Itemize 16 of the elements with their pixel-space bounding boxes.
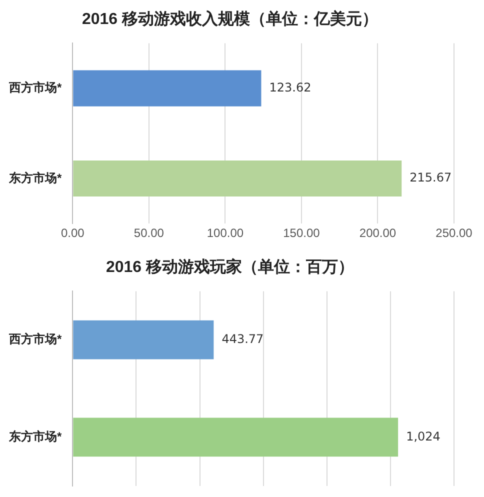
- chart-title: 2016 移动游戏玩家（单位：百万）: [106, 257, 354, 276]
- x-tick-label: 150.00: [283, 226, 320, 240]
- data-label: 123.62: [269, 80, 312, 94]
- x-tick-label: 200.00: [359, 226, 396, 240]
- x-tick-label: 50.00: [134, 226, 164, 240]
- data-label: 215.67: [410, 170, 452, 185]
- data-label: 1,024: [406, 429, 440, 444]
- y-tick-label: 东方市场*: [8, 429, 62, 444]
- x-tick-label: 250.00: [436, 226, 473, 240]
- y-tick-label: 西方市场*: [8, 332, 62, 346]
- y-tick-label: 西方市场*: [8, 80, 62, 95]
- x-tick-label: 0.00: [60, 226, 85, 240]
- chart-title: 2016 移动游戏收入规模（单位：亿美元）: [82, 9, 378, 28]
- data-label: 443.77: [222, 332, 264, 346]
- x-tick-label: 100.00: [206, 226, 244, 240]
- y-tick-label: 东方市场*: [8, 170, 62, 185]
